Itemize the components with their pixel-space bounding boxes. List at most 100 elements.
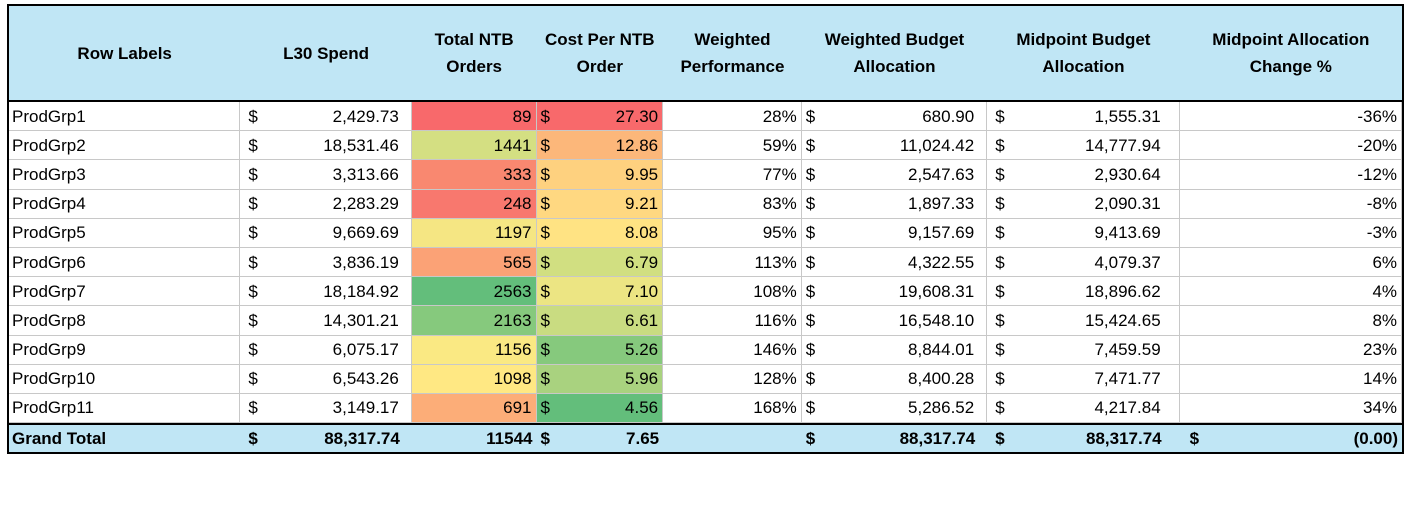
row-label[interactable]: ProdGrp1 bbox=[9, 102, 241, 132]
cost-per-ntb-order-cell[interactable]: $5.26 bbox=[536, 335, 664, 365]
header-row-labels[interactable]: Row Labels bbox=[77, 43, 172, 63]
total-ntb-orders-cell[interactable]: 691 bbox=[411, 393, 537, 424]
total-ntb-orders-cell[interactable]: 248 bbox=[411, 189, 537, 219]
total-ntb-orders-cell[interactable]: 565 bbox=[411, 247, 537, 278]
cost-per-ntb-order-cell[interactable]: $8.08 bbox=[536, 218, 664, 248]
cost-per-ntb-order-cell[interactable]: $6.79 bbox=[536, 247, 664, 278]
total-ntb-orders-cell[interactable]: 1098 bbox=[411, 364, 537, 394]
weighted-performance-cell[interactable]: 168% bbox=[663, 393, 802, 424]
l30-spend-cell[interactable]: $6,075.17 bbox=[240, 335, 412, 365]
row-label[interactable]: ProdGrp6 bbox=[9, 247, 241, 278]
l30-spend-cell[interactable]: $18,184.92 bbox=[240, 277, 412, 307]
cost-per-ntb-order-cell[interactable]: $12.86 bbox=[536, 131, 664, 161]
midpoint-allocation-change-cell[interactable]: 14% bbox=[1179, 364, 1403, 394]
total-ntb-orders-cell[interactable]: 1441 bbox=[411, 131, 537, 161]
l30-spend-cell[interactable]: $3,149.17 bbox=[240, 393, 412, 424]
cost-per-ntb-order-cell[interactable]: $27.30 bbox=[536, 102, 664, 132]
weighted-budget-allocation-cell[interactable]: $8,400.28 bbox=[801, 364, 988, 394]
total-ntb-orders-cell[interactable]: 1156 bbox=[411, 335, 537, 365]
weighted-performance-cell[interactable]: 113% bbox=[663, 247, 802, 278]
grand-total-label[interactable]: Grand Total bbox=[12, 429, 107, 449]
midpoint-budget-allocation-cell[interactable]: $18,896.62 bbox=[987, 277, 1180, 307]
weighted-performance-cell[interactable]: 128% bbox=[663, 364, 802, 394]
grand-total-midpoint[interactable]: $ 88,317.74 bbox=[987, 425, 1179, 452]
l30-spend-cell[interactable]: $3,836.19 bbox=[240, 247, 412, 278]
row-label[interactable]: ProdGrp5 bbox=[9, 218, 241, 248]
weighted-performance-cell[interactable]: 77% bbox=[663, 160, 802, 190]
midpoint-allocation-change-cell[interactable]: -20% bbox=[1179, 131, 1403, 161]
l30-spend-cell[interactable]: $14,301.21 bbox=[240, 306, 412, 336]
row-label[interactable]: ProdGrp11 bbox=[9, 393, 241, 424]
midpoint-allocation-change-cell[interactable]: -3% bbox=[1179, 218, 1403, 248]
header-midpoint-budget-allocation[interactable]: Midpoint Budget Allocation bbox=[1016, 30, 1151, 76]
weighted-budget-allocation-cell[interactable]: $1,897.33 bbox=[801, 189, 988, 219]
weighted-budget-allocation-cell[interactable]: $19,608.31 bbox=[801, 277, 988, 307]
midpoint-budget-allocation-cell[interactable]: $7,459.59 bbox=[987, 335, 1180, 365]
row-label[interactable]: ProdGrp9 bbox=[9, 335, 241, 365]
header-weighted-budget-allocation[interactable]: Weighted Budget Allocation bbox=[824, 30, 965, 76]
weighted-budget-allocation-cell[interactable]: $680.90 bbox=[801, 102, 988, 132]
midpoint-allocation-change-cell[interactable]: 23% bbox=[1179, 335, 1403, 365]
cost-per-ntb-order-cell[interactable]: $9.21 bbox=[536, 189, 664, 219]
grand-total-weighted[interactable]: $ 88,317.74 bbox=[802, 425, 987, 452]
midpoint-allocation-change-cell[interactable]: -36% bbox=[1179, 102, 1403, 132]
grand-total-change[interactable]: $ (0.00) bbox=[1180, 425, 1402, 452]
cost-per-ntb-order-cell[interactable]: $9.95 bbox=[536, 160, 664, 190]
header-cost-per-ntb-order[interactable]: Cost Per NTB Order bbox=[545, 30, 655, 76]
weighted-budget-allocation-cell[interactable]: $2,547.63 bbox=[801, 160, 988, 190]
midpoint-budget-allocation-cell[interactable]: $15,424.65 bbox=[987, 306, 1180, 336]
header-weighted-performance[interactable]: Weighted Performance bbox=[680, 30, 785, 76]
cost-per-ntb-order-cell[interactable]: $7.10 bbox=[536, 277, 664, 307]
cost-per-ntb-order-cell[interactable]: $6.61 bbox=[536, 306, 664, 336]
midpoint-budget-allocation-cell[interactable]: $14,777.94 bbox=[987, 131, 1180, 161]
midpoint-allocation-change-cell[interactable]: -12% bbox=[1179, 160, 1403, 190]
weighted-budget-allocation-cell[interactable]: $16,548.10 bbox=[801, 306, 988, 336]
midpoint-budget-allocation-cell[interactable]: $4,079.37 bbox=[987, 247, 1180, 278]
grand-total-spend[interactable]: $ 88,317.74 bbox=[240, 425, 412, 452]
total-ntb-orders-cell[interactable]: 2563 bbox=[411, 277, 537, 307]
midpoint-budget-allocation-cell[interactable]: $2,090.31 bbox=[987, 189, 1180, 219]
grand-total-cpo[interactable]: $ 7.65 bbox=[537, 425, 664, 452]
weighted-budget-allocation-cell[interactable]: $11,024.42 bbox=[801, 131, 988, 161]
weighted-budget-allocation-cell[interactable]: $9,157.69 bbox=[801, 218, 988, 248]
l30-spend-cell[interactable]: $3,313.66 bbox=[240, 160, 412, 190]
weighted-performance-cell[interactable]: 108% bbox=[663, 277, 802, 307]
cost-per-ntb-order-cell[interactable]: $5.96 bbox=[536, 364, 664, 394]
weighted-performance-cell[interactable]: 146% bbox=[663, 335, 802, 365]
total-ntb-orders-cell[interactable]: 2163 bbox=[411, 306, 537, 336]
l30-spend-cell[interactable]: $18,531.46 bbox=[240, 131, 412, 161]
weighted-performance-cell[interactable]: 83% bbox=[663, 189, 802, 219]
header-midpoint-allocation-change[interactable]: Midpoint Allocation Change % bbox=[1212, 30, 1370, 76]
midpoint-allocation-change-cell[interactable]: 34% bbox=[1179, 393, 1403, 424]
midpoint-allocation-change-cell[interactable]: -8% bbox=[1179, 189, 1403, 219]
weighted-budget-allocation-cell[interactable]: $8,844.01 bbox=[801, 335, 988, 365]
row-label[interactable]: ProdGrp3 bbox=[9, 160, 241, 190]
l30-spend-cell[interactable]: $2,429.73 bbox=[240, 102, 412, 132]
weighted-budget-allocation-cell[interactable]: $5,286.52 bbox=[801, 393, 988, 424]
midpoint-budget-allocation-cell[interactable]: $1,555.31 bbox=[987, 102, 1180, 132]
midpoint-budget-allocation-cell[interactable]: $4,217.84 bbox=[987, 393, 1180, 424]
weighted-budget-allocation-cell[interactable]: $4,322.55 bbox=[801, 247, 988, 278]
midpoint-budget-allocation-cell[interactable]: $2,930.64 bbox=[987, 160, 1180, 190]
l30-spend-cell[interactable]: $2,283.29 bbox=[240, 189, 412, 219]
row-label[interactable]: ProdGrp7 bbox=[9, 277, 241, 307]
row-label[interactable]: ProdGrp8 bbox=[9, 306, 241, 336]
midpoint-budget-allocation-cell[interactable]: $7,471.77 bbox=[987, 364, 1180, 394]
midpoint-budget-allocation-cell[interactable]: $9,413.69 bbox=[987, 218, 1180, 248]
weighted-performance-cell[interactable]: 95% bbox=[663, 218, 802, 248]
weighted-performance-cell[interactable]: 28% bbox=[663, 102, 802, 132]
midpoint-allocation-change-cell[interactable]: 8% bbox=[1179, 306, 1403, 336]
grand-total-orders[interactable]: 11544 bbox=[486, 429, 533, 449]
grand-total-perf[interactable] bbox=[663, 425, 802, 452]
l30-spend-cell[interactable]: $6,543.26 bbox=[240, 364, 412, 394]
row-label[interactable]: ProdGrp2 bbox=[9, 131, 241, 161]
midpoint-allocation-change-cell[interactable]: 6% bbox=[1179, 247, 1403, 278]
total-ntb-orders-cell[interactable]: 89 bbox=[411, 102, 537, 132]
weighted-performance-cell[interactable]: 116% bbox=[663, 306, 802, 336]
total-ntb-orders-cell[interactable]: 1197 bbox=[411, 218, 537, 248]
total-ntb-orders-cell[interactable]: 333 bbox=[411, 160, 537, 190]
weighted-performance-cell[interactable]: 59% bbox=[663, 131, 802, 161]
row-label[interactable]: ProdGrp4 bbox=[9, 189, 241, 219]
l30-spend-cell[interactable]: $9,669.69 bbox=[240, 218, 412, 248]
header-total-ntb-orders[interactable]: Total NTB Orders bbox=[434, 30, 514, 76]
